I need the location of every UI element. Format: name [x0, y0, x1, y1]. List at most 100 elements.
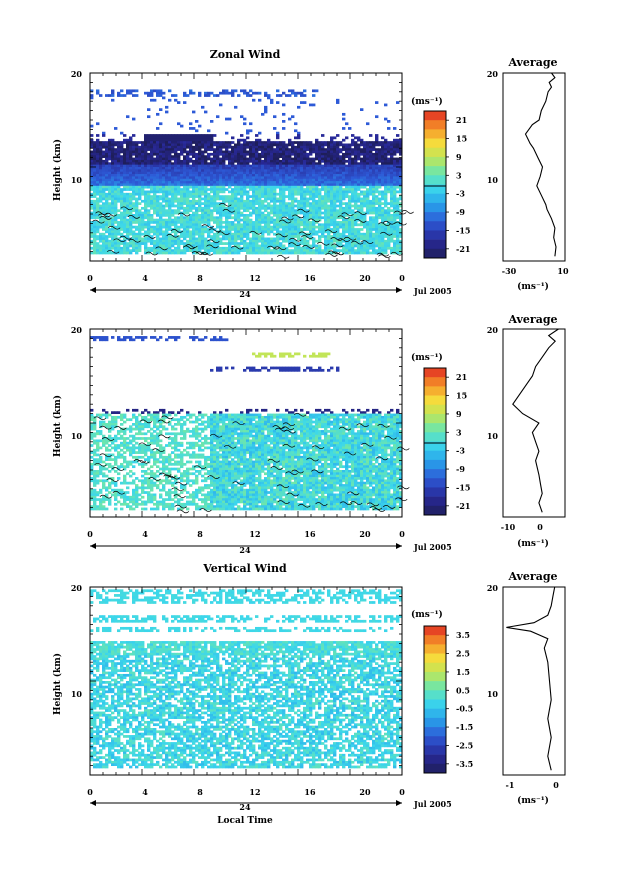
heatmap-cell — [312, 157, 316, 161]
heatmap-cell — [306, 190, 310, 194]
heatmap-cell — [105, 251, 109, 255]
heatmap-cell — [171, 249, 175, 252]
heatmap-cell — [108, 239, 112, 243]
heatmap-cell — [132, 117, 136, 121]
heatmap-cell — [222, 185, 226, 189]
heatmap-cell — [312, 94, 316, 97]
heatmap-cell — [192, 204, 196, 208]
heatmap-cell — [216, 188, 220, 191]
heatmap-cell — [162, 150, 166, 154]
heatmap-cell — [132, 216, 136, 220]
heatmap-cell — [162, 176, 166, 180]
contour-segment — [145, 251, 158, 256]
heatmap-cell — [150, 174, 154, 177]
heatmap-cell — [306, 202, 310, 205]
heatmap-cell — [261, 202, 265, 205]
heatmap-cell — [159, 251, 163, 255]
heatmap-cell — [174, 157, 178, 161]
heatmap-cell — [99, 159, 103, 163]
heatmap-cell — [324, 174, 328, 177]
heatmap-cell — [282, 183, 286, 187]
heatmap-cell — [273, 206, 277, 210]
heatmap-cell — [210, 218, 214, 222]
heatmap-cell — [153, 98, 157, 102]
heatmap-cell — [366, 169, 370, 173]
heatmap-cell — [258, 216, 262, 220]
heatmap-cell — [327, 157, 331, 161]
heatmap-cell — [198, 218, 202, 222]
heatmap-cell — [240, 143, 244, 147]
heatmap-cell — [306, 216, 310, 220]
heatmap-cell — [183, 211, 187, 215]
heatmap-cell — [312, 174, 316, 177]
heatmap-cell — [153, 232, 157, 236]
heatmap-cell — [240, 178, 244, 182]
heatmap-cell — [150, 206, 154, 210]
heatmap-cell — [390, 143, 394, 147]
heatmap-cell — [261, 164, 265, 168]
heatmap-cell — [96, 204, 100, 208]
heatmap-cell — [237, 225, 241, 229]
heatmap-cell — [390, 178, 394, 182]
heatmap-cell — [381, 178, 385, 182]
heatmap-cell — [219, 251, 223, 255]
heatmap-cell — [147, 141, 151, 144]
heatmap-cell — [159, 204, 163, 208]
heatmap-cell — [189, 185, 193, 189]
heatmap-cell — [225, 197, 229, 201]
heatmap-cell — [108, 152, 112, 156]
heatmap-cell — [300, 185, 304, 189]
heatmap-cell — [255, 164, 259, 168]
heatmap-cell — [150, 237, 154, 241]
heatmap-cell — [393, 216, 397, 220]
heatmap-cell — [327, 204, 331, 208]
heatmap-cell — [279, 223, 283, 227]
heatmap-cell — [141, 167, 145, 170]
heatmap-cell — [90, 228, 94, 231]
heatmap-cell — [111, 89, 115, 93]
heatmap-cell — [201, 214, 205, 217]
heatmap-cell — [189, 195, 193, 198]
heatmap-cell — [276, 162, 280, 166]
heatmap-cell — [180, 164, 184, 168]
heatmap-cell — [156, 195, 160, 198]
heatmap-cell — [273, 188, 277, 191]
heatmap-cell — [108, 162, 112, 166]
heatmap-cell — [258, 91, 262, 95]
heatmap-cell — [192, 232, 196, 236]
heatmap-cell — [375, 167, 379, 170]
heatmap-cell — [93, 174, 97, 177]
heatmap-cell — [144, 143, 148, 147]
heatmap-cell — [294, 169, 298, 173]
heatmap-cell — [264, 94, 268, 97]
heatmap-cell — [378, 181, 382, 184]
heatmap-cell — [300, 94, 304, 97]
heatmap-cell — [201, 188, 205, 191]
heatmap-cell — [204, 190, 208, 194]
heatmap-cell — [369, 216, 373, 220]
heatmap-cell — [156, 178, 160, 182]
heatmap-cell — [258, 141, 262, 144]
heatmap-cell — [372, 209, 376, 213]
heatmap-cell — [165, 159, 169, 163]
heatmap-cell — [357, 167, 361, 170]
heatmap-cell — [315, 185, 319, 189]
heatmap-cell — [384, 157, 388, 161]
heatmap-cell — [192, 235, 196, 238]
heatmap-cell — [123, 209, 127, 213]
heatmap-cell — [246, 152, 250, 156]
heatmap-cell — [213, 157, 217, 161]
heatmap-cell — [174, 185, 178, 189]
heatmap-cell — [249, 159, 253, 163]
heatmap-cell — [252, 251, 256, 255]
heatmap-cell — [105, 157, 109, 161]
heatmap-cell — [171, 195, 175, 198]
heatmap-cell — [138, 148, 142, 151]
heatmap-cell — [108, 251, 112, 255]
heatmap-cell — [387, 242, 391, 245]
heatmap-cell — [183, 176, 187, 180]
heatmap-cell — [108, 190, 112, 194]
heatmap-cell — [162, 183, 166, 187]
heatmap-cell — [279, 192, 283, 196]
heatmap-cell — [171, 155, 175, 158]
